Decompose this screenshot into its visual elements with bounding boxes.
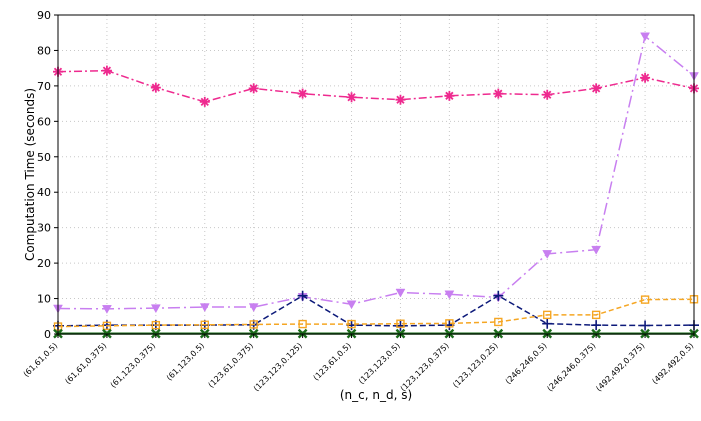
x-tick-label-13: (492,492,0.5) — [650, 341, 695, 386]
y-tick-label-1: 10 — [37, 293, 51, 306]
series-3-point-2 — [151, 320, 161, 330]
y-tick-label-6: 60 — [37, 115, 51, 128]
x-tick-label-5: (123,123,0.125) — [252, 341, 304, 393]
grid — [57, 14, 695, 335]
y-tick-label-0: 0 — [44, 328, 51, 341]
y-tick-label-9: 90 — [37, 9, 51, 22]
y-tick-label-2: 20 — [37, 257, 51, 270]
series-layer — [53, 32, 699, 339]
x-tick-label-12: (492,492,0.375) — [594, 341, 646, 393]
plot-frame — [57, 14, 695, 335]
series-3-point-7 — [396, 319, 405, 328]
x-tick-label-3: (61,123,0.5) — [165, 341, 206, 382]
x-tick-label-7: (123,123,0.5) — [357, 341, 402, 386]
series-3-point-4 — [249, 320, 258, 329]
x-axis-label: (n_c, n_d, s) — [340, 388, 412, 402]
series-1-point-6 — [346, 300, 357, 310]
series-1 — [53, 32, 699, 314]
series-1-point-4 — [248, 303, 259, 313]
series-1-point-11 — [591, 245, 602, 255]
y-tick-label-8: 80 — [37, 44, 51, 57]
series-1-line — [57, 34, 695, 310]
series-3-point-8 — [445, 319, 454, 328]
y-tick-label-7: 70 — [37, 80, 51, 93]
series-3-point-11 — [591, 310, 601, 320]
series-3-point-6 — [347, 319, 356, 329]
series-3-point-5 — [298, 319, 307, 329]
series-2-point-10 — [542, 318, 553, 329]
y-tick-label-3: 30 — [37, 222, 51, 235]
x-tick-label-6: (123,61,0.5) — [312, 341, 353, 382]
series-1-point-12 — [640, 32, 651, 42]
series-1-point-1 — [101, 305, 112, 314]
series-0-point-3 — [199, 96, 210, 107]
series-1-point-7 — [395, 288, 406, 298]
series-1-point-3 — [199, 303, 210, 313]
series-0-point-11 — [591, 83, 602, 94]
series-0-line — [57, 69, 695, 103]
series-2-point-9 — [493, 290, 504, 301]
series-0-point-2 — [150, 82, 161, 93]
series-3-point-9 — [494, 317, 503, 327]
series-2-point-5 — [297, 290, 308, 301]
x-axis: (61,61,0.5) (61,61,0.375) (61,123,0.375) (6… — [22, 334, 695, 393]
y-axis: 0 10 20 30 40 50 60 70 80 90 — [37, 9, 58, 341]
series-1-point-2 — [150, 304, 161, 314]
y-axis-label: Computation Time (seconds) — [23, 88, 37, 261]
series-0 — [53, 65, 699, 107]
series-0-point-6 — [346, 92, 357, 103]
series-0-point-5 — [297, 88, 308, 99]
x-tick-label-10: (246,246,0.5) — [504, 341, 549, 386]
x-tick-label-9: (123,123,0.25) — [451, 341, 500, 390]
y-tick-label-4: 40 — [37, 186, 51, 199]
series-1-point-8 — [444, 290, 455, 300]
series-0-point-4 — [248, 83, 259, 94]
series-1-point-10 — [542, 250, 553, 259]
x-tick-label-2: (61,123,0.375) — [109, 341, 158, 390]
x-tick-label-4: (123,61,0.375) — [207, 341, 256, 390]
series-3-point-1 — [102, 321, 112, 331]
series-3-line — [57, 298, 695, 328]
x-tick-label-0: (61,61,0.5) — [22, 341, 60, 379]
x-tick-label-8: (123,123,0.375) — [399, 341, 451, 393]
series-2-point-11 — [591, 320, 602, 331]
series-0-point-1 — [101, 65, 112, 76]
series-3-point-12 — [640, 295, 650, 304]
series-2-line — [57, 294, 695, 327]
series-0-point-7 — [395, 94, 406, 105]
series-3-point-3 — [200, 320, 209, 329]
y-tick-label-5: 50 — [37, 151, 51, 164]
series-0-point-10 — [542, 89, 553, 100]
series-0-point-9 — [493, 88, 504, 99]
series-3-point-10 — [543, 310, 552, 320]
series-0-point-12 — [640, 72, 651, 83]
series-2-point-12 — [640, 320, 651, 331]
x-tick-label-1: (61,61,0.375) — [63, 341, 108, 386]
series-0-point-8 — [444, 90, 455, 101]
x-tick-label-11: (246,246,0.375) — [545, 341, 597, 393]
